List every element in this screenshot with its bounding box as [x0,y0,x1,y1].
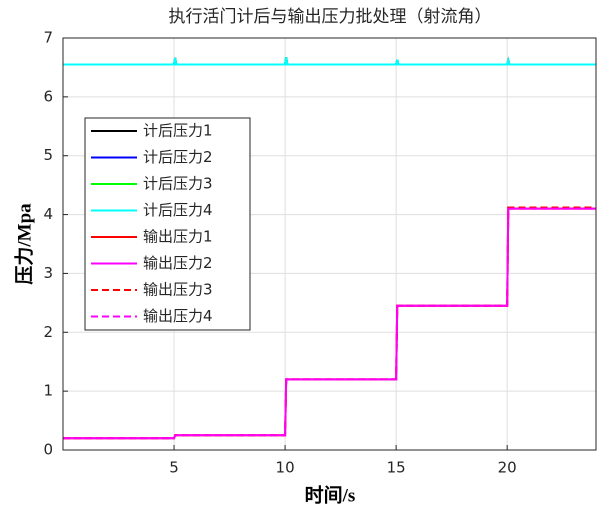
x-tick-label: 15 [387,459,406,477]
y-tick-label: 4 [43,205,53,223]
axes-box [62,37,597,451]
legend-label: 输出压力2 [143,254,213,272]
legend-label: 输出压力1 [143,228,213,246]
legend-label: 计后压力2 [143,148,213,166]
y-tick-label: 5 [43,146,53,164]
x-tick-label: 20 [498,459,517,477]
legend-label: 输出压力4 [143,307,213,325]
series-line [63,207,596,440]
x-axis-label: 时间/s [305,484,356,506]
y-tick-label: 1 [43,382,53,400]
y-tick-label: 2 [43,323,53,341]
x-tick-label: 5 [169,459,179,477]
chart-title: 执行活门计后与输出压力批处理（射流角） [169,7,492,27]
y-tick-label: 6 [43,87,53,105]
y-axis-label: 压力/Mpa [12,203,35,285]
legend-box [84,117,251,331]
series-line [63,56,596,66]
x-tick-label: 10 [276,459,295,477]
y-tick-label: 7 [43,29,53,47]
legend-label: 输出压力3 [143,281,213,299]
y-tick-label: 0 [43,441,53,459]
y-tick-label: 3 [43,264,53,282]
legend-label: 计后压力3 [143,175,213,193]
legend-label: 计后压力1 [143,122,213,140]
legend-label: 计后压力4 [143,201,213,219]
